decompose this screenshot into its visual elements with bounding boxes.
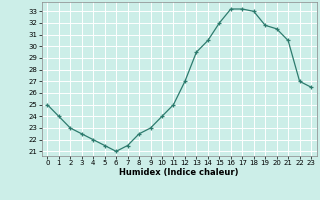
X-axis label: Humidex (Indice chaleur): Humidex (Indice chaleur) <box>119 168 239 177</box>
